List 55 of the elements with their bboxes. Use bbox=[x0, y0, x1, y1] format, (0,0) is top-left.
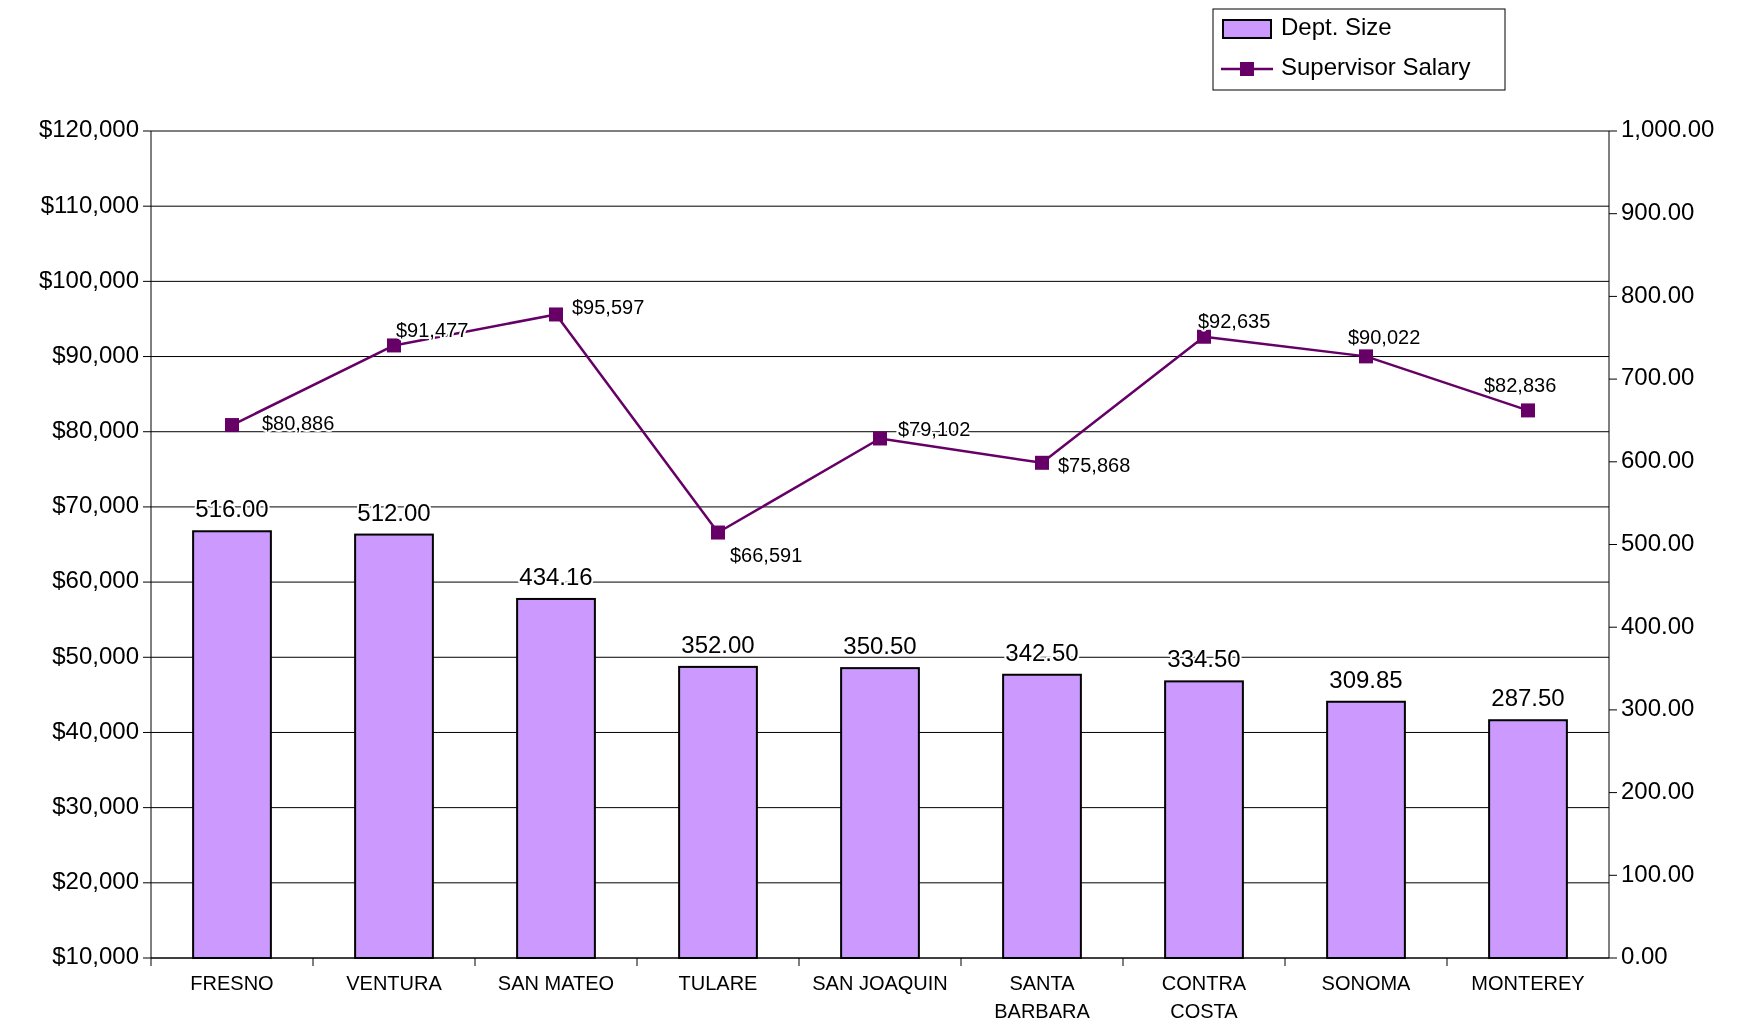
y-tick-label: $110,000 bbox=[40, 190, 139, 218]
y-tick-label: $40,000 bbox=[52, 716, 139, 744]
point bbox=[387, 338, 401, 353]
y-tick-label: $20,000 bbox=[52, 867, 139, 895]
point bbox=[1359, 349, 1373, 364]
data-label: $95,597 bbox=[572, 295, 645, 318]
data-label: 350.50 bbox=[843, 632, 917, 660]
y-tick-label: $50,000 bbox=[52, 641, 139, 669]
data-label: $91,477 bbox=[396, 318, 469, 341]
point bbox=[225, 418, 239, 433]
data-label: $66,591 bbox=[730, 543, 803, 566]
y2-tick-label: 500.00 bbox=[1621, 528, 1695, 556]
y2-tick-label: 1,000.00 bbox=[1621, 115, 1715, 143]
y-tick-label: $10,000 bbox=[52, 942, 139, 970]
y2-tick-label: 300.00 bbox=[1621, 694, 1695, 722]
y-tick-label: $90,000 bbox=[52, 340, 139, 368]
y-tick-label: $30,000 bbox=[52, 791, 139, 819]
point bbox=[873, 431, 887, 446]
data-label: 512.00 bbox=[357, 498, 431, 526]
y2-tick-label: 900.00 bbox=[1621, 198, 1695, 226]
data-label: $82,836 bbox=[1484, 373, 1557, 396]
y2-tick-label: 0.00 bbox=[1621, 942, 1668, 970]
data-label: $75,868 bbox=[1058, 454, 1131, 477]
point bbox=[1035, 455, 1049, 470]
point bbox=[1521, 403, 1535, 418]
data-label: $80,886 bbox=[262, 412, 335, 435]
y-tick-label: $80,000 bbox=[52, 416, 139, 444]
y2-tick-label: 600.00 bbox=[1621, 446, 1695, 474]
x-tick-label: MONTEREY bbox=[1471, 972, 1585, 994]
x-tick-label: TULARE bbox=[678, 972, 758, 994]
y2-tick-label: 400.00 bbox=[1621, 611, 1695, 639]
y2-tick-label: 700.00 bbox=[1621, 363, 1695, 391]
y-tick-label: $60,000 bbox=[52, 566, 139, 594]
legend-label: Dept. Size bbox=[1281, 13, 1392, 41]
x-tick-label: SONOMA bbox=[1321, 972, 1412, 994]
y2-tick-label: 800.00 bbox=[1621, 280, 1695, 308]
x-tick-label: SAN JOAQUIN bbox=[812, 972, 948, 994]
y-tick-label: $120,000 bbox=[38, 115, 139, 143]
y2-tick-label: 100.00 bbox=[1621, 859, 1695, 887]
x-tick-label: VENTURA bbox=[346, 972, 443, 994]
y2-tick-label: 200.00 bbox=[1621, 776, 1695, 804]
x-tick-label: FRESNO bbox=[190, 972, 274, 994]
data-label: $92,635 bbox=[1198, 310, 1271, 333]
data-label: 309.85 bbox=[1329, 665, 1403, 693]
point bbox=[549, 307, 563, 322]
y-tick-label: $100,000 bbox=[38, 265, 139, 293]
legend-label: Supervisor Salary bbox=[1281, 53, 1471, 81]
x-tick-label: SAN MATEO bbox=[497, 972, 615, 994]
y-tick-label: $70,000 bbox=[52, 491, 139, 519]
point bbox=[711, 525, 725, 540]
data-label: 352.00 bbox=[681, 630, 755, 658]
x-tick-label: CONTRA COSTA bbox=[1161, 972, 1247, 1022]
data-label: $90,022 bbox=[1348, 325, 1421, 348]
data-label: 287.50 bbox=[1491, 684, 1565, 712]
x-tick-label: SANTA BARBARA bbox=[994, 972, 1091, 1022]
